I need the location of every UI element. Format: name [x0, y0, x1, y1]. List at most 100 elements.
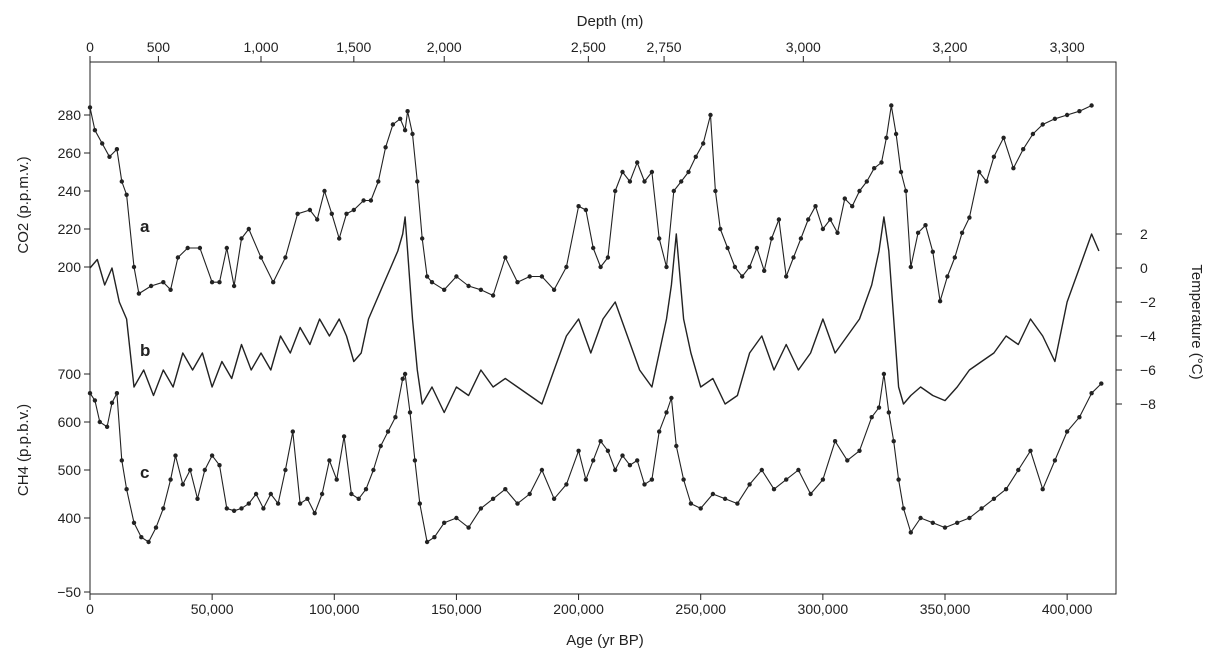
series-a-point-1 — [92, 128, 98, 133]
age-tick-label-3: 150,000 — [431, 601, 482, 617]
series-a-point-55 — [564, 264, 569, 270]
age-tick-label-1: 50,000 — [191, 601, 234, 617]
series-c-point-110 — [1016, 467, 1021, 473]
series-c-point-13 — [168, 477, 173, 482]
series-a-point-65 — [642, 179, 647, 184]
series-c-point-69 — [620, 453, 625, 458]
series-c-point-109 — [1003, 487, 1009, 492]
age-axis-ticks: 0 50,000 100,000 150,000 200,000 250,000 300,0… — [86, 594, 1093, 617]
series-a-point-81 — [754, 245, 760, 251]
series-c-point-88 — [796, 467, 801, 473]
series-c-point-79 — [688, 501, 694, 506]
series-a-point-3 — [107, 154, 112, 159]
series-c-point-112 — [1040, 487, 1045, 492]
series-a-point-97 — [872, 166, 877, 171]
series-a-point-21 — [258, 255, 264, 260]
temp-tick-label-4: −6 — [1140, 362, 1156, 378]
series-c-point-71 — [635, 458, 640, 463]
series-c-point-35 — [327, 458, 332, 463]
depth-axis-title: Depth (m) — [577, 13, 644, 30]
age-tick-label-8: 400,000 — [1042, 601, 1093, 617]
series-c-point-61 — [551, 496, 557, 501]
series-c-point-105 — [955, 520, 960, 525]
series-c-point-32 — [305, 496, 310, 501]
series-a-point-13 — [185, 245, 190, 251]
series-c-point-81 — [710, 491, 716, 497]
series-a-point-67 — [657, 236, 662, 241]
series-c-point-116 — [1089, 391, 1094, 396]
depth-tick-label-0: 0 — [86, 39, 94, 55]
series-a-point-101 — [893, 131, 899, 137]
series-c-point-52 — [442, 520, 447, 525]
series-c-point-56 — [490, 496, 496, 501]
series-c-point-26 — [261, 506, 266, 511]
series-label-c: c — [140, 463, 149, 482]
series-c-point-19 — [209, 453, 215, 458]
series-a-point-56 — [576, 204, 581, 209]
series-a-point-112 — [967, 215, 972, 220]
series-a-point-44 — [429, 280, 435, 285]
temp-tick-label-0: 2 — [1140, 226, 1148, 242]
series-a-point-30 — [344, 211, 349, 216]
series-a-point-71 — [686, 169, 691, 175]
series-a-point-24 — [295, 211, 300, 216]
series-c-point-10 — [146, 539, 151, 545]
series-c-point-93 — [857, 448, 862, 453]
series-c-point-38 — [349, 491, 354, 497]
temp-tick-label-5: −8 — [1140, 396, 1156, 412]
depth-tick-label-4: 2,000 — [427, 39, 462, 55]
series-c-point-34 — [319, 491, 325, 497]
series-a-point-32 — [361, 198, 366, 203]
left-tick-label-1-2: 600 — [58, 414, 82, 430]
series-a-point-119 — [1030, 131, 1036, 137]
age-tick-label-2: 100,000 — [309, 601, 360, 617]
series-c-point-18 — [202, 467, 207, 473]
series-a-point-102 — [898, 169, 904, 175]
temperature-axis-title: Temperature (°C) — [1188, 264, 1205, 379]
series-c-point-21 — [224, 506, 229, 511]
series-a-point-122 — [1064, 112, 1070, 118]
series-a-point-96 — [864, 179, 869, 184]
plot-frame — [89, 61, 1117, 595]
series-a-point-69 — [671, 188, 676, 194]
series-a-point-110 — [952, 255, 957, 260]
series-a-point-115 — [991, 154, 997, 159]
series-a-point-107 — [930, 249, 935, 254]
series-a-point-58 — [591, 245, 596, 251]
temperature-axis-ticks: 2 0 −2 −4 −6 −8 — [1116, 226, 1156, 412]
series-a-point-99 — [884, 135, 889, 140]
series-c-point-87 — [784, 477, 789, 482]
series-a-point-91 — [828, 217, 833, 222]
series-a-point-12 — [175, 255, 181, 260]
series-a-point-123 — [1077, 109, 1082, 114]
series-c-point-44 — [393, 415, 398, 420]
age-tick-label-0: 0 — [86, 601, 94, 617]
series-c-point-107 — [979, 506, 984, 511]
series-c-point-33 — [312, 511, 317, 516]
age-tick-label-5: 250,000 — [675, 601, 726, 617]
left-axis-ticks: 200 220 240 260 280 400 500 600 700 −50 — [57, 107, 90, 600]
series-c-point-65 — [591, 458, 596, 463]
series-c-point-76 — [669, 395, 674, 401]
series-a-point-105 — [915, 230, 921, 235]
series-c-point-92 — [845, 458, 850, 463]
series-a-point-37 — [398, 116, 403, 122]
age-axis-title: Age (yr BP) — [566, 632, 644, 649]
series-a-point-70 — [679, 179, 684, 184]
series-c-point-47 — [407, 410, 413, 415]
depth-tick-label-8: 3,200 — [932, 39, 967, 55]
series-c-point-106 — [967, 515, 972, 521]
series-a-point-11 — [168, 287, 173, 292]
series-a-point-113 — [977, 169, 982, 175]
series-a-point-35 — [383, 145, 388, 150]
series-c-point-16 — [188, 467, 193, 473]
series-c-point-5 — [114, 391, 120, 396]
series-c-point-91 — [832, 439, 838, 444]
series-a-point-38 — [402, 128, 408, 133]
series-a-point-29 — [337, 236, 342, 241]
series-a-point-100 — [889, 103, 894, 108]
series-a-point-78 — [732, 264, 738, 270]
series-c-point-46 — [402, 371, 408, 377]
series-c-point-54 — [466, 525, 471, 530]
series-a-point-20 — [246, 226, 251, 232]
